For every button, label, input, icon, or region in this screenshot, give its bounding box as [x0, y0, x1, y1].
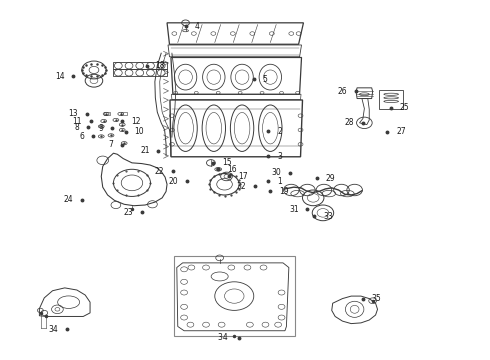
- Text: 25: 25: [400, 103, 410, 112]
- Text: 17: 17: [238, 172, 248, 181]
- Text: 2: 2: [277, 127, 282, 136]
- Text: 33: 33: [323, 212, 333, 221]
- Text: 34: 34: [49, 325, 58, 334]
- Text: 12: 12: [131, 117, 141, 126]
- Text: 26: 26: [338, 87, 347, 96]
- Text: 29: 29: [326, 174, 336, 183]
- Text: 24: 24: [63, 195, 73, 204]
- Text: 10: 10: [134, 127, 144, 136]
- Text: 22: 22: [155, 167, 164, 176]
- Text: 16: 16: [227, 165, 237, 174]
- Text: 27: 27: [396, 127, 406, 136]
- Text: 14: 14: [55, 72, 65, 81]
- Text: 5: 5: [263, 75, 268, 84]
- Text: 35: 35: [372, 294, 381, 303]
- Text: 13: 13: [68, 109, 78, 118]
- Text: 6: 6: [79, 132, 84, 141]
- Text: 30: 30: [271, 168, 281, 177]
- Text: 4: 4: [195, 22, 199, 31]
- Text: 19: 19: [279, 187, 289, 196]
- Bar: [174, 256, 295, 337]
- Text: 18: 18: [155, 61, 165, 70]
- Text: 31: 31: [289, 205, 298, 214]
- Text: 15: 15: [222, 158, 232, 167]
- Text: 28: 28: [344, 118, 354, 127]
- Text: 32: 32: [236, 182, 246, 191]
- Text: 9: 9: [99, 124, 104, 133]
- Text: 20: 20: [168, 176, 178, 185]
- Text: 8: 8: [74, 123, 79, 132]
- Text: 7: 7: [109, 140, 114, 149]
- Text: 11: 11: [73, 117, 82, 126]
- Text: 1: 1: [277, 176, 282, 185]
- Bar: [379, 90, 403, 109]
- Text: 23: 23: [123, 208, 133, 217]
- Text: 21: 21: [140, 146, 149, 155]
- Text: 34: 34: [218, 333, 230, 342]
- Text: 3: 3: [277, 152, 282, 161]
